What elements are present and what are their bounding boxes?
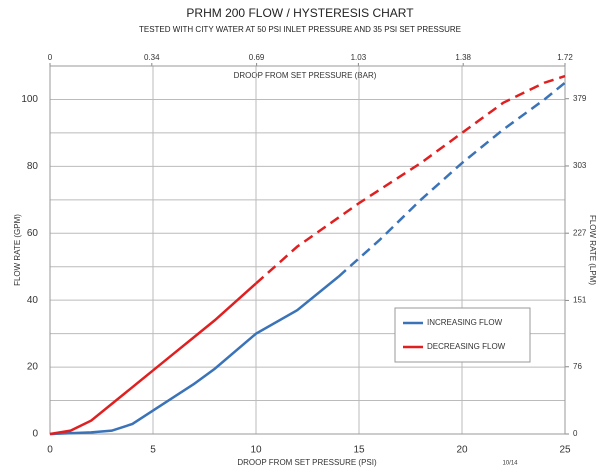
x-axis-label: DROOP FROM SET PRESSURE (PSI): [237, 458, 377, 467]
line-dashed: [255, 74, 566, 285]
y-tick-label: 80: [27, 161, 39, 172]
y-tick-label: 60: [27, 228, 39, 239]
chart-subtitle: TESTED WITH CITY WATER AT 50 PSI INLET P…: [139, 25, 461, 34]
x-tick-label: 15: [353, 445, 365, 456]
legend-label: DECREASING FLOW: [427, 342, 506, 351]
x2-axis-label: DROOP FROM SET PRESSURE (BAR): [234, 71, 377, 80]
y-tick-label: 100: [21, 94, 38, 105]
x-tick-label: 0: [47, 445, 53, 456]
x2-tick-label: 1.03: [351, 53, 367, 62]
x2-tick-label: 0.34: [144, 53, 160, 62]
y-tick-label: 40: [27, 295, 39, 306]
y2-tick-label: 379: [573, 94, 587, 103]
footnote: 10/14: [502, 461, 518, 467]
y2-tick-label: 227: [573, 228, 587, 237]
x-tick-label: 5: [150, 445, 156, 456]
x2-tick-label: 0: [48, 53, 53, 62]
y-tick-label: 20: [27, 362, 39, 373]
y-axis-label: FLOW RATE (GPM): [13, 214, 22, 286]
x2-tick-label: 1.72: [557, 53, 573, 62]
plot-frame: [49, 65, 566, 435]
line: [49, 275, 340, 436]
x2-tick-label: 1.38: [455, 53, 471, 62]
x-tick-label: 25: [559, 445, 571, 456]
x2-tick-label: 0.69: [249, 53, 265, 62]
y2-tick-label: 303: [573, 161, 587, 170]
y2-tick-label: 0: [573, 429, 578, 438]
legend-box: [394, 307, 531, 363]
x-tick-label: 20: [456, 445, 468, 456]
legend-label: INCREASING FLOW: [427, 318, 503, 327]
line-dashed: [337, 81, 566, 278]
y2-axis-label: FLOW RATE (LPM): [588, 215, 597, 285]
line: [49, 282, 257, 436]
chart-title: PRHM 200 FLOW / HYSTERESIS CHART: [186, 6, 414, 20]
y-tick-label: 0: [32, 429, 38, 440]
x-tick-label: 10: [250, 445, 262, 456]
y2-tick-label: 76: [573, 362, 582, 371]
y2-tick-label: 151: [573, 296, 587, 305]
